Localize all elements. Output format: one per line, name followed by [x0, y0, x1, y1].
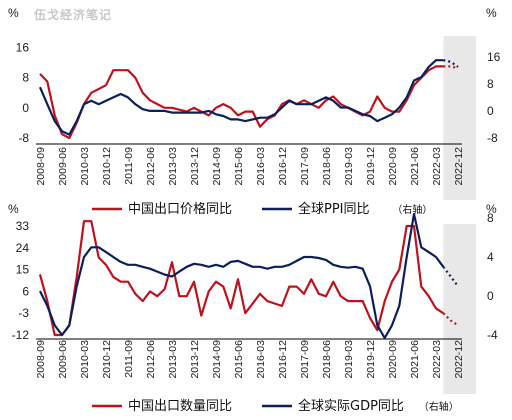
watermark: 伍戈经济笔记	[34, 8, 113, 22]
left-tick-label: -3	[18, 306, 29, 320]
x-tick-label: 2022-03	[431, 340, 443, 379]
legend-label: 中国出口数量同比	[128, 399, 232, 414]
x-tick-label: 2009-06	[57, 147, 69, 186]
x-tick-label: 2010-12	[101, 147, 113, 186]
left-axis-unit: %	[8, 6, 19, 20]
right-axis-unit: %	[486, 202, 497, 216]
x-tick-label: 2015-06	[233, 147, 245, 186]
x-tick-label: 2019-03	[343, 340, 355, 379]
x-tick-label: 2016-03	[255, 147, 267, 186]
x-tick-label: 2021-06	[409, 147, 421, 186]
right-tick-label: 0	[487, 104, 494, 118]
x-tick-label: 2016-03	[255, 340, 267, 379]
x-tick-label: 2016-12	[277, 340, 289, 379]
x-tick-label: 2010-12	[101, 340, 113, 379]
x-tick-label: 2018-06	[321, 340, 333, 379]
right-tick-label: 0	[487, 289, 494, 303]
left-tick-label: 8	[22, 71, 29, 85]
x-tick-label: 2010-03	[79, 147, 91, 186]
x-tick-label: 2015-06	[233, 340, 245, 379]
right-axis-unit: %	[486, 6, 497, 20]
right-tick-label: 4	[487, 250, 494, 264]
legend-label: 中国出口价格同比	[128, 201, 232, 217]
x-tick-label: 2022-12	[453, 340, 465, 379]
right-tick-label: -8	[487, 131, 498, 145]
x-tick-label: 2011-09	[123, 340, 135, 378]
series-forecast-1	[442, 266, 459, 287]
legend-suffix: （右轴）	[392, 203, 432, 216]
x-tick-label: 2021-06	[409, 340, 421, 379]
x-tick-label: 2009-06	[57, 340, 69, 379]
x-tick-label: 2018-06	[321, 147, 333, 186]
series-forecast-0	[442, 312, 459, 327]
left-tick-label: -8	[18, 131, 29, 145]
x-tick-label: 2014-09	[211, 147, 223, 186]
x-tick-label: 2013-03	[167, 340, 179, 379]
legend-suffix: （右轴）	[419, 400, 459, 413]
x-tick-label: 2013-03	[167, 147, 179, 186]
right-tick-label: -4	[487, 328, 498, 342]
series-line-0	[39, 65, 444, 140]
left-tick-label: 0	[22, 101, 29, 115]
x-tick-label: 2014-09	[211, 340, 223, 379]
right-tick-label: 8	[487, 211, 494, 225]
left-tick-label: 15	[16, 263, 30, 277]
x-tick-label: 2008-09	[35, 147, 47, 186]
left-tick-label: 16	[16, 41, 30, 55]
series-line-1	[38, 59, 444, 136]
series-line-1	[39, 212, 445, 340]
x-tick-label: 2022-03	[431, 147, 443, 186]
x-tick-label: 2022-12	[453, 147, 465, 186]
x-tick-label: 2017-09	[299, 340, 311, 379]
series-line-0	[38, 220, 444, 337]
legend-label: 全球实际GDP同比	[298, 398, 404, 414]
left-tick-label: 6	[22, 284, 29, 298]
legend-label: 全球PPI同比	[298, 201, 370, 217]
x-tick-label: 2019-12	[365, 340, 377, 379]
left-tick-label: -12	[12, 328, 30, 342]
forecast-band	[443, 224, 476, 394]
right-tick-label: 8	[487, 77, 494, 91]
left-tick-label: 33	[16, 219, 30, 233]
x-tick-label: 2019-12	[365, 147, 377, 186]
x-tick-label: 2011-09	[123, 147, 135, 185]
left-tick-label: 24	[16, 241, 30, 255]
right-tick-label: 16	[487, 50, 501, 64]
x-tick-label: 2012-06	[145, 147, 157, 186]
forecast-band	[443, 36, 476, 200]
x-tick-label: 2010-03	[79, 340, 91, 379]
left-axis-unit: %	[8, 202, 19, 216]
x-tick-label: 2008-09	[35, 340, 47, 379]
x-tick-label: 2020-09	[387, 340, 399, 379]
x-tick-label: 2013-12	[189, 340, 201, 379]
x-tick-label: 2020-09	[387, 147, 399, 186]
x-tick-label: 2016-12	[277, 147, 289, 186]
x-tick-label: 2017-09	[299, 147, 311, 186]
x-tick-label: 2019-03	[343, 147, 355, 186]
x-tick-label: 2012-06	[145, 340, 157, 379]
x-tick-label: 2013-12	[189, 147, 201, 186]
